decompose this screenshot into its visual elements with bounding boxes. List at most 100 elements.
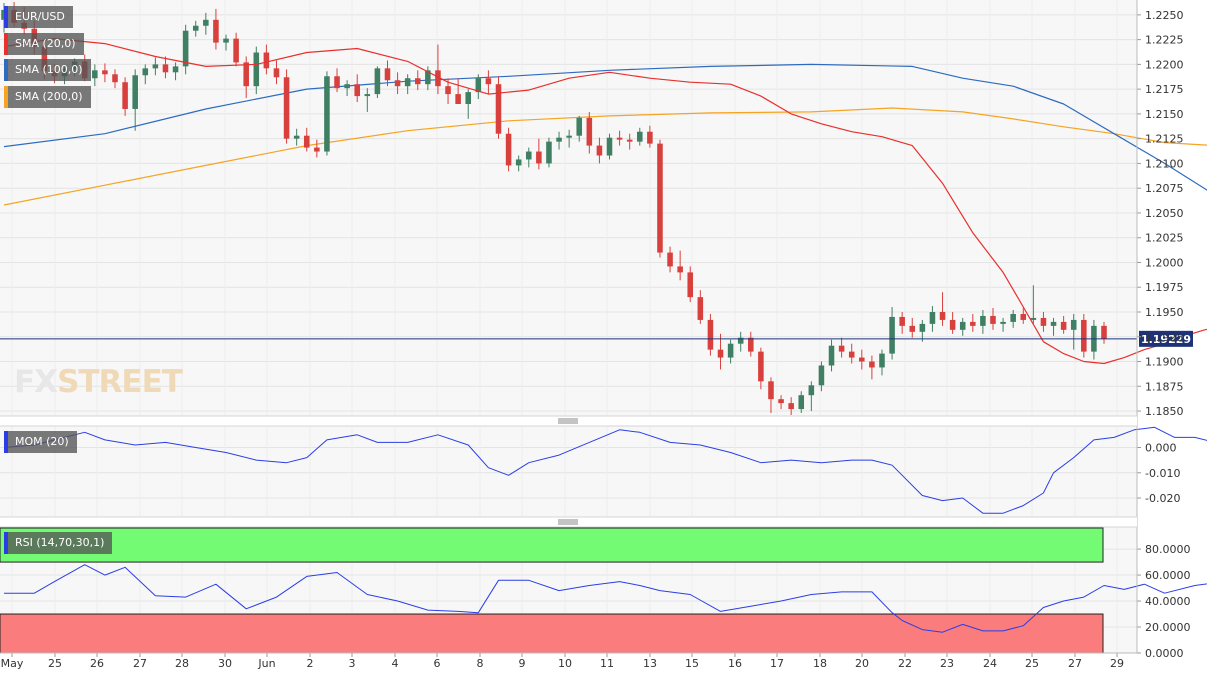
candle-body (889, 316, 895, 354)
candle-body (990, 315, 996, 324)
candle-body (859, 357, 865, 362)
panel-dividers[interactable] (0, 415, 1137, 528)
candle-body (253, 52, 260, 87)
price-tick-label: 1.1900 (1145, 356, 1184, 369)
candle-body (687, 272, 694, 298)
mom-legend-swatch (4, 431, 8, 453)
rsi-tick-label: 20.0000 (1145, 621, 1191, 634)
candle-body (102, 70, 108, 75)
candle-body (959, 321, 966, 330)
candle-body (213, 19, 219, 43)
price-tick-label: 1.1875 (1145, 380, 1184, 393)
time-tick-label: 26 (90, 657, 104, 670)
time-tick-label: 13 (643, 657, 657, 670)
candle-body (677, 266, 683, 273)
mom-legend[interactable]: MOM (20) (4, 431, 77, 453)
candle-body (142, 68, 149, 76)
candle-body (344, 84, 350, 89)
price-tick-label: 1.1850 (1145, 405, 1184, 418)
mom-tick-label: -0.020 (1145, 492, 1180, 505)
candle-body (1101, 325, 1107, 339)
candle-body (404, 78, 411, 87)
sma100-layer (3, 63, 1207, 191)
candle-body (758, 351, 764, 382)
sma200-legend-swatch (4, 86, 8, 108)
rsi-layer (4, 564, 1207, 633)
time-tick-label: 6 (434, 657, 441, 670)
time-tick-label: 23 (940, 657, 954, 670)
candle-body (384, 68, 391, 81)
candle-body (536, 151, 542, 164)
sma100-legend[interactable]: SMA (100,0) (4, 59, 91, 81)
rsi-label: RSI (14,70,30,1) (15, 536, 105, 549)
mom-tick-label: 0.000 (1145, 441, 1177, 454)
candle-body (374, 68, 381, 95)
sma100-label: SMA (100,0) (15, 63, 83, 76)
candle-body (152, 64, 159, 69)
candle-body (122, 82, 128, 109)
symbol-legend[interactable]: EUR/USD (4, 6, 73, 28)
candle-body (162, 64, 169, 73)
rsi-tick-label: 40.0000 (1145, 595, 1191, 608)
price-tick-label: 1.2125 (1145, 133, 1184, 146)
candle-body (727, 343, 734, 358)
time-tick-label: 20 (855, 657, 869, 670)
candle-body (596, 145, 603, 156)
mom-panel-bg (0, 426, 1137, 517)
candle-body (879, 353, 885, 368)
candle-body (192, 25, 199, 31)
time-tick-label: 27 (133, 657, 147, 670)
candle-body (808, 385, 815, 396)
time-tick-label: 29 (1110, 657, 1124, 670)
candle-body (657, 143, 663, 253)
symbol-legend-swatch (4, 6, 8, 28)
candle-body (637, 131, 643, 142)
candle-body (828, 345, 835, 366)
rsi-tick-label: 0.0000 (1145, 647, 1184, 660)
sma20-legend-swatch (4, 33, 8, 55)
time-tick-label: 18 (813, 657, 827, 670)
candle-body (970, 321, 976, 326)
candle-body (818, 365, 825, 386)
candle-body (334, 76, 340, 89)
candle-body (616, 137, 623, 140)
overbought-zone (0, 527, 1104, 563)
candle-body (838, 345, 845, 352)
candle-body (324, 76, 330, 152)
candle-body (1050, 321, 1057, 326)
candle-body (697, 297, 704, 320)
sma20-legend[interactable]: SMA (20,0) (4, 33, 84, 55)
time-tick-label: 25 (1025, 657, 1039, 670)
candle-body (293, 135, 300, 139)
sma100-line (3, 63, 1207, 191)
candle-body (919, 323, 926, 332)
candle-body (465, 92, 471, 104)
candle-body (929, 312, 936, 324)
rsi-legend-swatch (4, 532, 8, 554)
price-tick-label: 1.2050 (1145, 207, 1184, 220)
price-tick-label: 1.2150 (1145, 108, 1184, 121)
candle-body (586, 117, 593, 146)
sma200-legend[interactable]: SMA (200,0) (4, 86, 91, 108)
time-tick-label: Jun (257, 657, 275, 670)
candle-body (1081, 319, 1087, 352)
watermark-part1: FX (14, 364, 58, 400)
rsi-legend[interactable]: RSI (14,70,30,1) (4, 532, 113, 554)
candle-body (354, 84, 360, 97)
candle-body (798, 395, 805, 410)
sma100-legend-swatch (4, 59, 8, 81)
candle-body (263, 52, 270, 69)
mom-line (3, 426, 1207, 514)
candle-body (303, 135, 310, 148)
candle-body (1010, 313, 1016, 322)
candle-body (243, 62, 249, 87)
candle-body (182, 30, 189, 67)
candle-body (737, 337, 744, 344)
grid (0, 0, 1137, 654)
time-tick-label: 28 (175, 657, 189, 670)
candle-body (515, 159, 522, 166)
price-tick-label: 1.2250 (1145, 9, 1184, 22)
candle-body (455, 94, 461, 104)
price-tick-label: 1.2100 (1145, 157, 1184, 170)
candle-body (556, 137, 562, 142)
